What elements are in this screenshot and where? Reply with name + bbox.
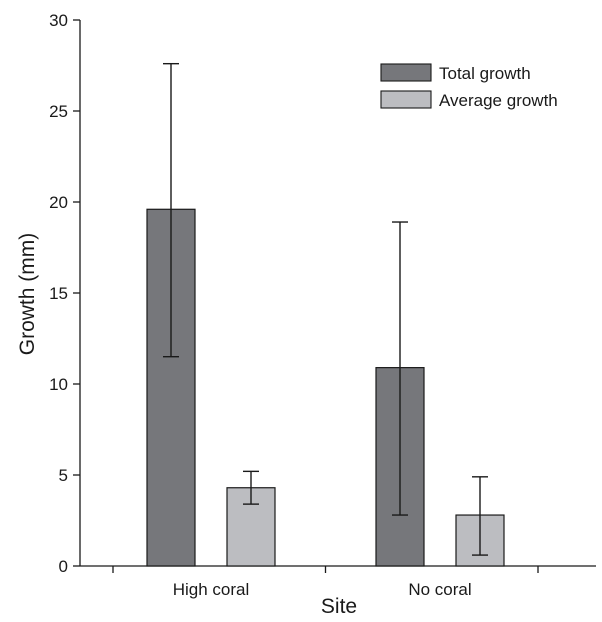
- bars: [146, 208, 505, 567]
- y-tick-label-20: 20: [49, 193, 68, 212]
- y-tick-label-10: 10: [49, 375, 68, 394]
- legend-swatch-2: [380, 90, 432, 109]
- y-tick-label-0: 0: [59, 557, 68, 576]
- legend-label-1: Total growth: [439, 64, 531, 83]
- y-axis-title: Growth (mm): [16, 233, 39, 356]
- y-tick-label-30: 30: [49, 11, 68, 30]
- y-tick-label-25: 25: [49, 102, 68, 121]
- y-tick-label-15: 15: [49, 284, 68, 303]
- legend: Total growth Average growth: [380, 63, 558, 110]
- x-category-label-2: No coral: [408, 580, 471, 599]
- x-axis-title: Site: [321, 595, 357, 618]
- x-category-label-1: High coral: [173, 580, 250, 599]
- legend-label-2: Average growth: [439, 91, 558, 110]
- labels: 0 5 10 15 20 25 30 High coral No coral: [49, 11, 472, 599]
- y-tick-label-5: 5: [59, 466, 68, 485]
- legend-swatch-1: [380, 63, 432, 82]
- error-bars: [163, 62, 488, 556]
